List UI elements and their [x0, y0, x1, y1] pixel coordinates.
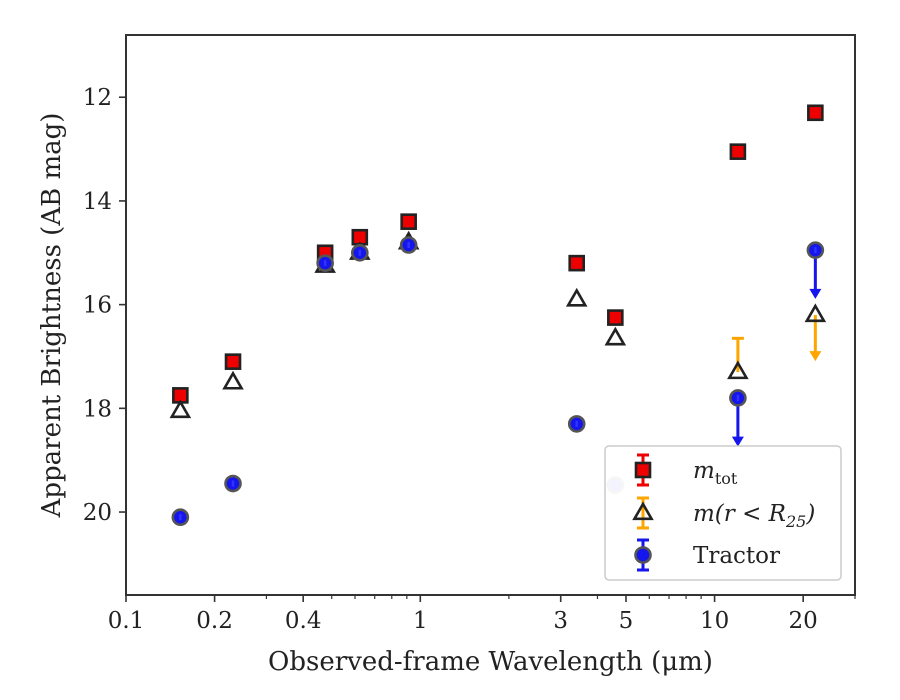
legend-label: Tractor: [693, 543, 780, 569]
m-r25-marker: [565, 287, 588, 307]
y-axis-ticks: 12 14 16 18 20: [83, 85, 126, 526]
legend-label: m(r < R25): [693, 501, 815, 531]
x-tick-label: 1: [413, 608, 428, 634]
data-point: [729, 143, 747, 160]
m-tot-marker: [400, 213, 417, 230]
y-tick-label: 16: [83, 293, 112, 319]
data-point: [807, 104, 824, 122]
data-point: [351, 243, 369, 262]
data-point: [604, 326, 627, 346]
x-tick-label: 0.4: [285, 608, 322, 634]
data-point: [400, 213, 417, 230]
legend-entry: mtot: [634, 453, 738, 488]
m-r25-marker: [604, 326, 627, 346]
data-point: [567, 415, 586, 433]
legend-marker-m-tot: [634, 461, 652, 479]
arrow-head: [809, 288, 822, 299]
y-tick-label: 14: [83, 189, 112, 215]
legend-marker-tractor: [634, 546, 652, 564]
legend-entry: Tractor: [634, 538, 780, 572]
data-point: [565, 287, 588, 307]
data-point: [316, 254, 334, 272]
data-point: [169, 399, 192, 419]
data-point: [222, 370, 244, 390]
data-point: [224, 353, 242, 370]
data-point: [804, 303, 827, 323]
legend-label: mtot: [693, 458, 738, 488]
x-tick-label: 0.2: [196, 608, 233, 634]
x-tick-label: 0.1: [108, 608, 145, 634]
data-point: [727, 360, 749, 380]
arrow-head: [809, 351, 822, 362]
m-tot-marker: [224, 353, 242, 370]
legend: mtot m(r < R25) Tractor: [604, 445, 842, 581]
x-axis-ticks: 0.1 0.2 0.4 1 3 5 10 20: [108, 595, 856, 634]
x-tick-label: 10: [700, 608, 729, 634]
legend-marker-m-r25: [632, 501, 654, 521]
x-tick-label: 20: [789, 608, 818, 634]
data-point: [171, 508, 190, 527]
data-point: [224, 474, 242, 493]
legend-entry: m(r < R25): [632, 496, 815, 531]
m-tot-marker: [807, 104, 824, 122]
arrow-head: [731, 436, 744, 447]
y-axis-title: Apparent Brightness (AB mag): [37, 113, 67, 519]
x-axis-title: Observed-frame Wavelength (μm): [268, 647, 713, 677]
x-tick-label: 3: [553, 608, 568, 634]
m-r25-marker: [169, 399, 192, 419]
plot-frame: [125, 34, 856, 596]
y-tick-label: 20: [83, 500, 112, 526]
data-point: [729, 389, 747, 407]
m-tot-marker: [568, 254, 586, 272]
m-r25-marker: [804, 303, 827, 323]
m-tot-marker: [607, 309, 624, 326]
data-point: [568, 254, 586, 272]
m-tot-marker: [729, 143, 747, 160]
legend-box: [604, 445, 842, 581]
x-tick-label: 5: [619, 608, 634, 634]
y-tick-label: 18: [83, 396, 112, 422]
data-point: [607, 309, 624, 326]
data-point: [806, 241, 825, 259]
data-point: [399, 236, 418, 254]
y-tick-label: 12: [83, 85, 112, 111]
series-m-tot: [172, 104, 824, 404]
m-r25-error-bar: [731, 336, 744, 373]
m-r25-marker: [727, 360, 749, 380]
m-r25-marker: [222, 370, 244, 390]
